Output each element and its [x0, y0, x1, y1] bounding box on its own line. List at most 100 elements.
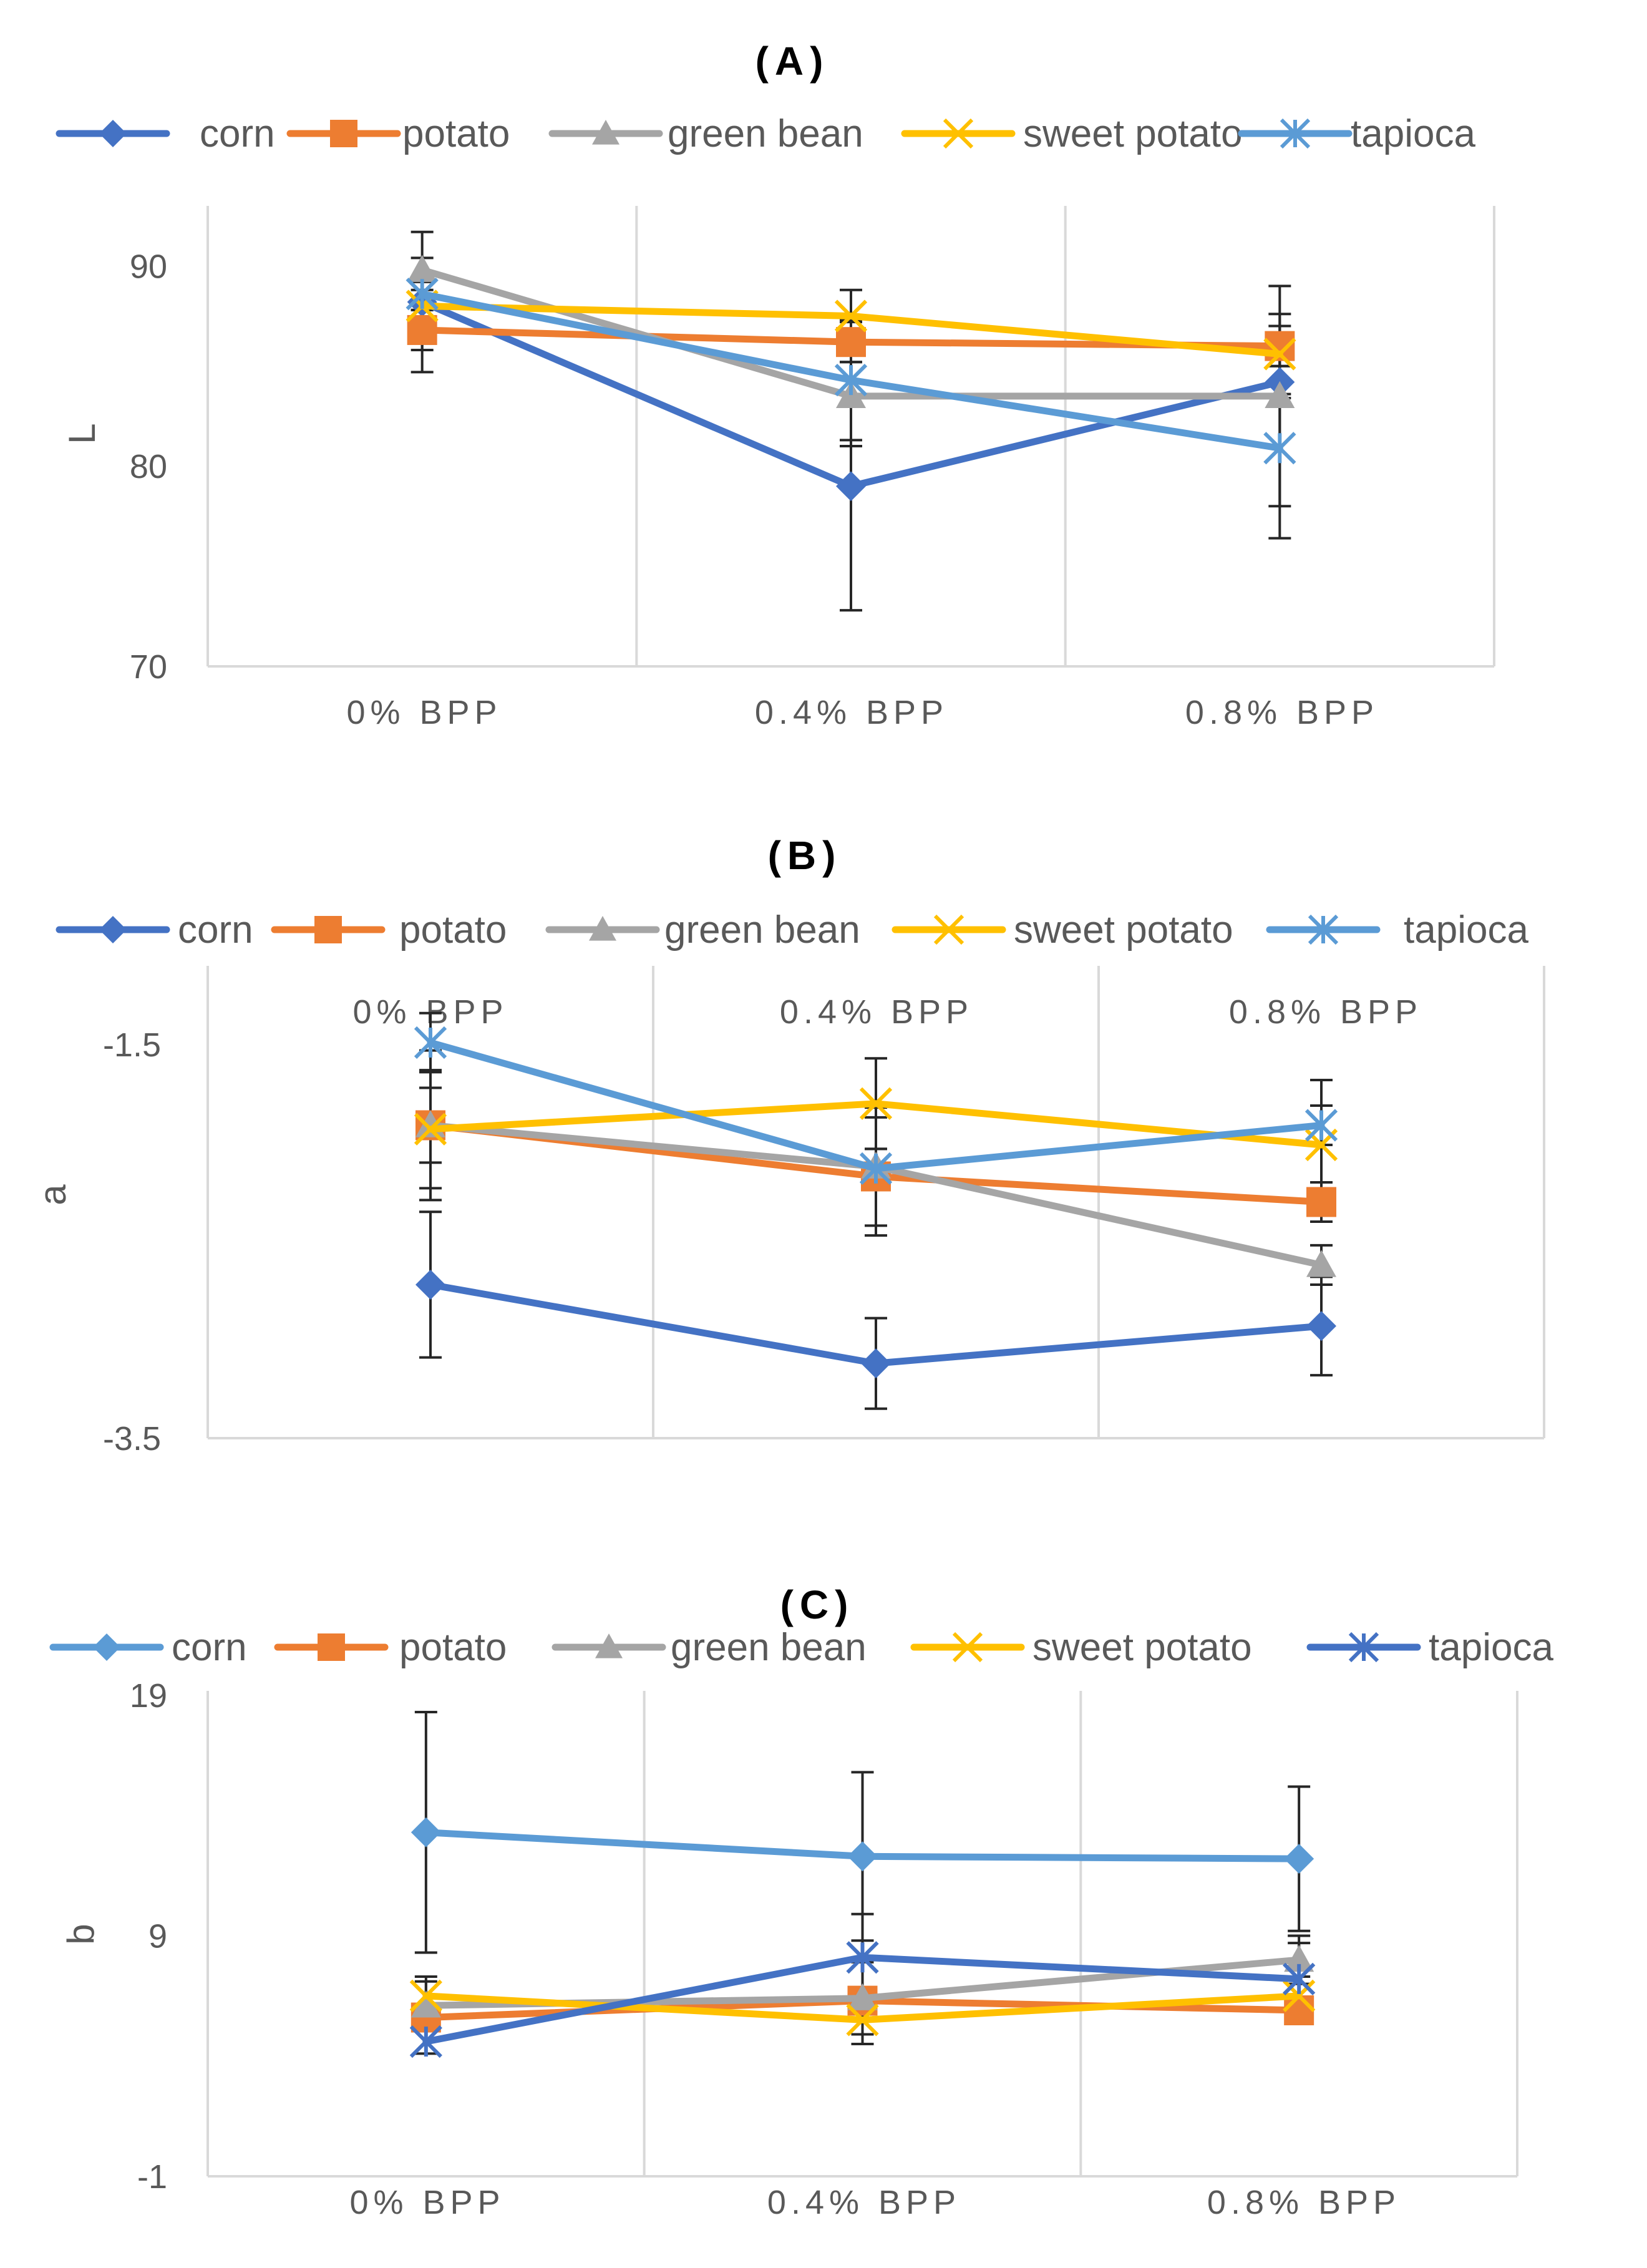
data-point	[1283, 1962, 1316, 1996]
legend-marker	[93, 1633, 120, 1661]
data-point	[1284, 1945, 1314, 1972]
legend-marker	[1280, 118, 1311, 149]
data-point	[1306, 1187, 1336, 1217]
legend-marker	[943, 118, 974, 149]
legend-marker	[592, 120, 619, 145]
legend-marker	[933, 914, 964, 945]
x-category-label: 0.4% BPP	[780, 993, 973, 1031]
legend-item[interactable]: potato	[286, 112, 510, 155]
data-point	[1284, 1844, 1314, 1874]
data-point	[1265, 381, 1295, 409]
legend-label: tapioca	[1351, 112, 1475, 155]
gridlines	[206, 966, 1545, 1439]
legend-label: sweet potato	[1032, 1626, 1252, 1669]
data-point	[847, 1841, 878, 1872]
legend-item[interactable]: potato	[274, 1626, 507, 1669]
legend-item[interactable]: corn	[56, 112, 275, 155]
y-tick-label: 90	[130, 248, 167, 285]
data-point	[1263, 432, 1296, 465]
legend-marker	[952, 1632, 983, 1663]
legend-label: corn	[172, 1626, 247, 1669]
chart-panel-a: (A) L 70 80 90 0% BPP 0.4% BPP 0.8% BPP corn po…	[0, 0, 1647, 736]
data-point	[1306, 1311, 1336, 1341]
gridlines	[206, 1691, 1518, 2178]
data-point	[406, 278, 439, 311]
legend-marker	[99, 916, 127, 943]
data-point	[859, 1087, 893, 1120]
data-point	[1283, 1979, 1316, 2012]
legend-label: green bean	[664, 908, 860, 951]
legend-label: green bean	[671, 1626, 867, 1669]
legend-item[interactable]: corn	[49, 1626, 247, 1669]
legend-item[interactable]: tapioca	[1266, 908, 1528, 951]
chart-panel-b: (B) a -3.5 -1.5 0% BPP 0.4% BPP 0.8% BPP corn…	[0, 736, 1647, 1510]
data-point	[411, 1817, 441, 1847]
data-point	[1284, 1995, 1314, 2026]
series-sweet-potato	[414, 1087, 1338, 1162]
x-category-label: 0% BPP	[346, 694, 502, 731]
legend-label: potato	[399, 1626, 507, 1669]
data-point	[407, 255, 437, 282]
data-point	[834, 299, 868, 333]
legend-marker	[99, 120, 127, 147]
x-category-label: 0.8% BPP	[1185, 694, 1379, 731]
series-tapioca	[409, 1941, 1316, 2058]
legend-marker	[589, 916, 616, 941]
legend-marker	[318, 1633, 345, 1661]
data-point	[411, 1990, 441, 2018]
x-category-label: 0% BPP	[349, 2184, 505, 2221]
data-point	[859, 1152, 893, 1185]
legend-item[interactable]: tapioca	[1238, 112, 1475, 155]
legend-item[interactable]: sweet potato	[892, 908, 1233, 951]
legend-item[interactable]: sweet potato	[901, 112, 1243, 155]
series-tapioca	[406, 278, 1296, 465]
data-point	[1263, 338, 1296, 371]
legend-label: sweet potato	[1014, 908, 1233, 951]
chart-b: (B) a -3.5-1.50% BPP 0.4% BPP 0.8% BPPcorn…	[32, 833, 1545, 1458]
legend-marker	[314, 916, 342, 943]
legend-item[interactable]: green bean	[551, 1626, 867, 1669]
y-tick-label: -3.5	[103, 1420, 161, 1458]
y-tick-label: -1.5	[103, 1026, 161, 1064]
legend-label: corn	[200, 112, 275, 155]
data-point	[834, 364, 868, 397]
y-tick-label: 80	[130, 448, 167, 485]
legend-marker	[595, 1633, 623, 1658]
data-point	[847, 1983, 878, 2010]
legend-label: tapioca	[1429, 1626, 1553, 1669]
y-axis-title: a	[32, 1184, 74, 1205]
chart-a: (A) L 70 80 90 0% BPP 0.4% BPP 0.8% BPP corn po…	[56, 39, 1495, 731]
legend-item[interactable]: corn	[56, 908, 253, 951]
y-tick-label: 70	[130, 648, 167, 686]
x-category-label: 0.4% BPP	[767, 2184, 961, 2221]
legend-item[interactable]: sweet potato	[910, 1626, 1252, 1669]
legend-item[interactable]: green bean	[548, 112, 863, 155]
data-point	[836, 327, 866, 358]
legend-item[interactable]: green bean	[545, 908, 860, 951]
legend-label: potato	[399, 908, 507, 951]
y-tick-label: 9	[148, 1918, 167, 1955]
x-category-label: 0.4% BPP	[755, 694, 948, 731]
legend-item[interactable]: potato	[271, 908, 507, 951]
chart-panel-c: (C) b -1 9 19 0% BPP 0.4% BPP 0.8% BPP corn pot…	[0, 1510, 1647, 2268]
x-category-label: 0.8% BPP	[1229, 993, 1422, 1031]
legend-label: potato	[402, 112, 510, 155]
legend-marker	[330, 120, 357, 147]
legend-marker	[1348, 1632, 1379, 1663]
data-point	[846, 1941, 879, 1974]
data-point	[1304, 1109, 1338, 1142]
chart-title: (A)	[755, 39, 830, 84]
y-axis-title: L	[61, 423, 103, 444]
chart-title: (C)	[780, 1582, 855, 1627]
series-sweet-potato	[409, 1979, 1316, 2037]
data-point	[1306, 1250, 1336, 1277]
legend-item[interactable]: tapioca	[1306, 1626, 1553, 1669]
y-tick-label: 19	[130, 1677, 167, 1715]
data-point	[861, 1348, 891, 1379]
data-point	[409, 1979, 442, 2012]
legend-label: green bean	[668, 112, 863, 155]
error-bars	[411, 230, 1291, 612]
chart-title: (B)	[768, 833, 842, 878]
series-corn	[411, 1817, 1314, 1874]
legend-label: corn	[178, 908, 253, 951]
